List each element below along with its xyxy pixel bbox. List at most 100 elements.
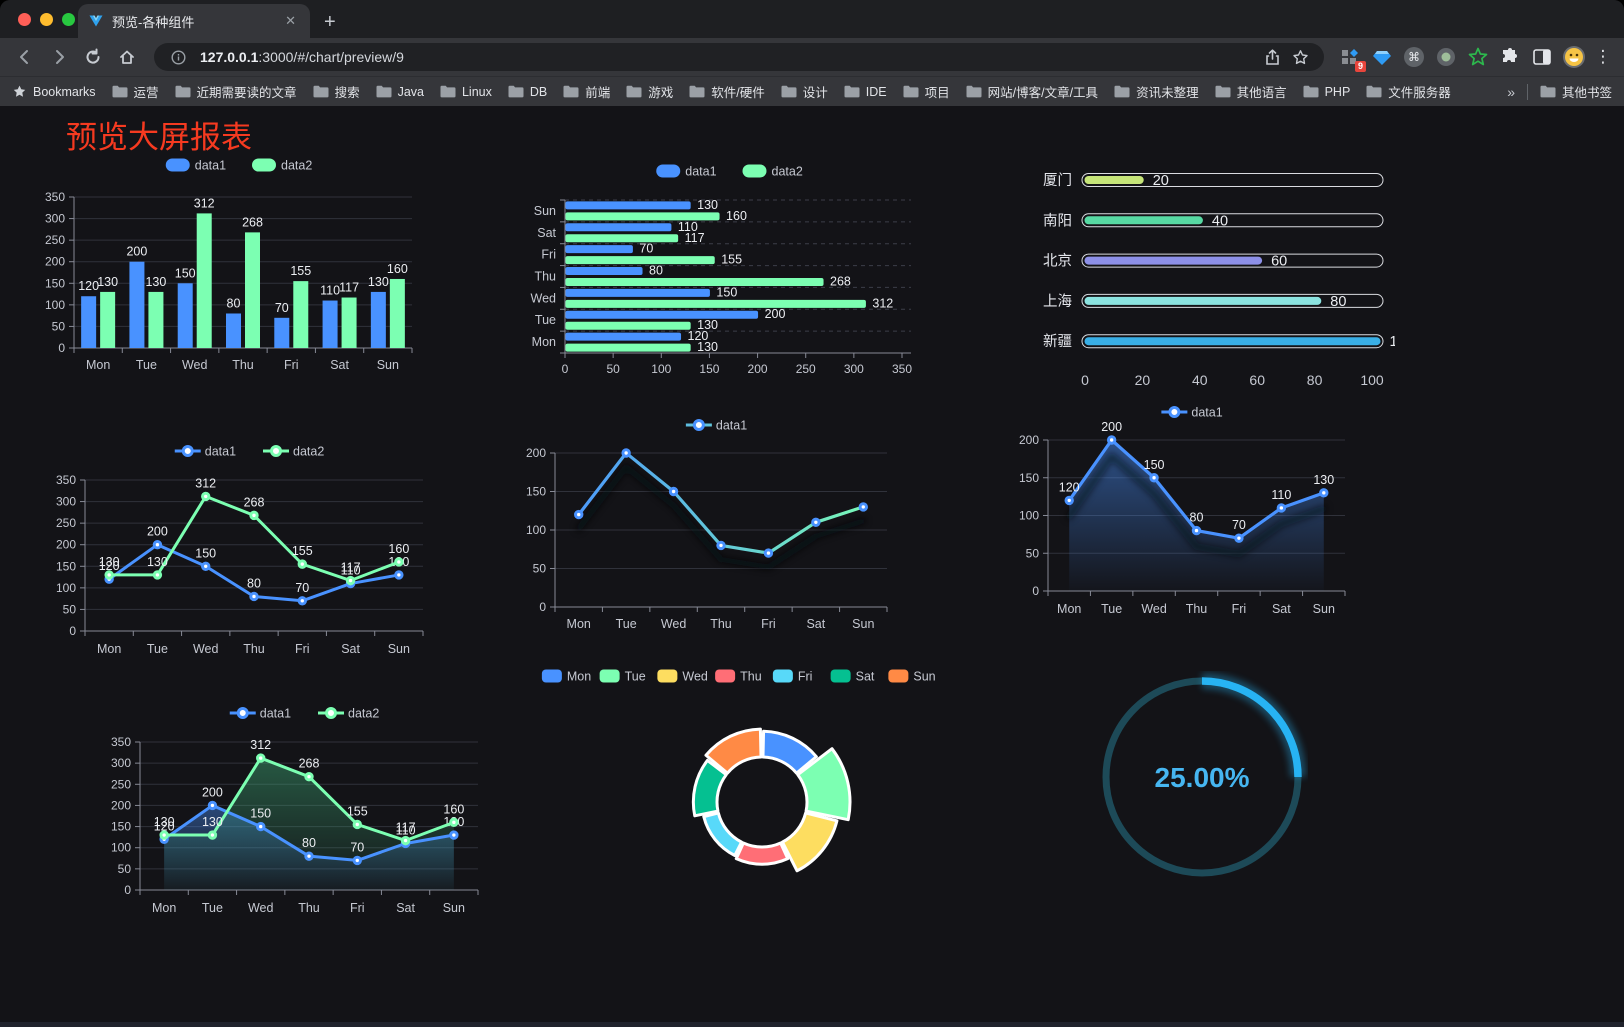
svg-text:0: 0 — [58, 341, 65, 355]
bar-horizontal-svg: data1 data2 Mon Tue Wed Thu Fri Sat Sun 0 50 100 150… — [531, 164, 912, 376]
svg-text:Fri: Fri — [284, 358, 299, 372]
bookmark-folder-item[interactable]: Java — [376, 85, 424, 99]
bookmark-folder-item[interactable]: 近期需要读的文章 — [175, 82, 297, 101]
other-bookmarks-label: 其他书签 — [1561, 86, 1612, 100]
chart-legend[interactable]: data1 — [685, 419, 747, 433]
rose-pie-chart[interactable]: Mon Tue Wed Thu Fri Sat Sun — [540, 662, 940, 917]
forward-arrow-icon — [56, 50, 64, 64]
svg-text:Thu: Thu — [534, 270, 556, 284]
svg-text:130: 130 — [697, 318, 718, 332]
maximize-window-button[interactable] — [62, 13, 75, 26]
svg-text:160: 160 — [388, 542, 409, 556]
chart-legend[interactable]: data1 data2 — [174, 445, 325, 459]
chart-legend[interactable]: data1 data2 — [229, 707, 380, 721]
progress-bar-chart[interactable]: 厦门 20 南阳 40 北京 60 上海 80 新疆 100 0 20 40 60 80 100 — [975, 150, 1395, 395]
svg-text:150: 150 — [111, 820, 131, 834]
bookmark-folder-item[interactable]: 游戏 — [626, 82, 673, 101]
rose-sectors[interactable] — [691, 727, 852, 873]
svg-text:300: 300 — [56, 495, 76, 509]
svg-text:350: 350 — [56, 473, 76, 487]
bookmark-folder-item[interactable]: 文件服务器 — [1366, 82, 1451, 101]
extension-gem-button[interactable] — [1368, 43, 1396, 71]
bookmarks-overflow-button[interactable]: » — [1507, 83, 1515, 100]
svg-text:80: 80 — [1307, 372, 1323, 388]
bookmarks-root-item[interactable]: Bookmarks — [12, 84, 96, 99]
folder-icon — [563, 85, 579, 98]
bookmark-folder-item[interactable]: IDE — [844, 85, 887, 99]
bookmark-folder-item[interactable]: 前端 — [563, 82, 610, 101]
extensions-puzzle-button[interactable] — [1496, 43, 1524, 71]
bookmark-folder-item[interactable]: 网站/博客/文章/工具 — [966, 82, 1098, 101]
bookmark-folder-item[interactable]: 资讯未整理 — [1114, 82, 1199, 101]
svg-text:Thu: Thu — [1186, 602, 1208, 616]
chart-legend[interactable]: Mon Tue Wed Thu Fri Sat Sun — [541, 669, 936, 684]
share-icon — [1265, 48, 1279, 65]
info-icon — [170, 49, 186, 65]
profile-avatar-button[interactable] — [1560, 43, 1588, 71]
chart-legend[interactable]: data1 — [1161, 406, 1223, 420]
side-panel-button[interactable] — [1528, 43, 1556, 71]
svg-text:Mon: Mon — [86, 358, 110, 372]
bookmark-folder-item[interactable]: 软件/硬件 — [689, 82, 765, 101]
site-info-button[interactable] — [164, 44, 192, 70]
svg-text:130: 130 — [97, 275, 118, 289]
svg-text:150: 150 — [56, 559, 76, 573]
svg-text:data2: data2 — [348, 707, 379, 721]
folder-icon — [626, 85, 642, 98]
browser-tab[interactable]: 预览-各种组件 ✕ — [78, 4, 310, 38]
minimize-window-button[interactable] — [40, 13, 53, 26]
area-line-chart[interactable]: data1 0 50 100 150 200 Mon Tue Wed Thu Fri Sat Sun 12… — [975, 398, 1395, 616]
chart-legend[interactable]: data1 data2 — [656, 164, 803, 179]
svg-text:155: 155 — [290, 264, 311, 278]
browser-menu-button[interactable]: ⋮ — [1594, 47, 1612, 66]
multi-area-line-chart[interactable]: data1 data2 0 50 100 150 200 250 300 350 Mon Tue Wed… — [100, 699, 520, 915]
svg-text:200: 200 — [147, 525, 168, 539]
page-title: 预览大屏报表 — [66, 120, 252, 155]
chart-legend[interactable]: data1 data2 — [165, 158, 313, 173]
svg-text:50: 50 — [606, 362, 620, 376]
address-bar[interactable]: 127.0.0.1:3000/#/chart/preview/9 — [154, 43, 1324, 71]
close-window-button[interactable] — [18, 13, 31, 26]
record-circle-icon — [1437, 48, 1455, 66]
svg-text:Thu: Thu — [232, 358, 254, 372]
new-tab-button[interactable]: + — [324, 11, 336, 33]
svg-text:268: 268 — [299, 757, 320, 771]
bookmark-folder-item[interactable]: 项目 — [903, 82, 950, 101]
svg-text:100: 100 — [45, 298, 65, 312]
bookmark-folder-item[interactable]: Linux — [440, 85, 492, 99]
bookmark-folder-item[interactable]: 其他语言 — [1215, 82, 1287, 101]
back-button[interactable] — [10, 42, 40, 72]
extension-recorder-button[interactable] — [1432, 43, 1460, 71]
star-icon — [1292, 49, 1308, 64]
bookmark-folder-item[interactable]: DB — [508, 85, 547, 99]
extension-green-star-button[interactable] — [1464, 43, 1492, 71]
home-button[interactable] — [112, 42, 142, 72]
svg-text:250: 250 — [45, 233, 65, 247]
bookmark-folder-item[interactable]: PHP — [1303, 85, 1350, 99]
gradient-line-chart[interactable]: data1 0 50 100 150 200 Mon Tue Wed Thu Fri Sat Sun — [495, 411, 915, 631]
svg-text:150: 150 — [1019, 471, 1039, 485]
bookmark-folder-item[interactable]: 搜索 — [313, 82, 360, 101]
share-button[interactable] — [1258, 44, 1286, 70]
horizontal-bar-chart[interactable]: data1 data2 Mon Tue Wed Thu Fri Sat Sun 0 50 100 150… — [495, 158, 915, 380]
svg-text:Sun: Sun — [388, 642, 410, 656]
svg-text:Sat: Sat — [806, 617, 825, 631]
close-tab-button[interactable]: ✕ — [285, 13, 296, 28]
extension-grid-diamond-button[interactable]: 9 — [1336, 43, 1366, 72]
bookmark-folder-item[interactable]: 运营 — [112, 82, 159, 101]
multi-line-chart[interactable]: data1 data2 0 50 100 150 200 250 300 350 Mon Tue Wed… — [40, 437, 460, 657]
svg-text:160: 160 — [726, 209, 747, 223]
bookmark-star-button[interactable] — [1286, 44, 1314, 70]
extension-command-button[interactable]: ⌘ — [1400, 43, 1428, 71]
reload-button[interactable] — [78, 42, 108, 72]
grouped-bar-chart[interactable]: data1 data2 0 50 100 150 200 250 300 350 Mon Tue Wed… — [40, 151, 460, 376]
series-data2: 130 130 312 268 155 117 160 — [154, 738, 464, 846]
other-bookmarks-item[interactable]: 其他书签 — [1540, 82, 1612, 101]
svg-text:200: 200 — [526, 446, 546, 460]
svg-text:150: 150 — [1144, 458, 1165, 472]
svg-text:data2: data2 — [772, 165, 803, 179]
ring-progress-chart[interactable]: 25.00% — [1096, 671, 1308, 883]
bookmark-folder-item[interactable]: 设计 — [781, 82, 828, 101]
svg-text:Sun: Sun — [1313, 602, 1335, 616]
forward-button[interactable] — [44, 42, 74, 72]
